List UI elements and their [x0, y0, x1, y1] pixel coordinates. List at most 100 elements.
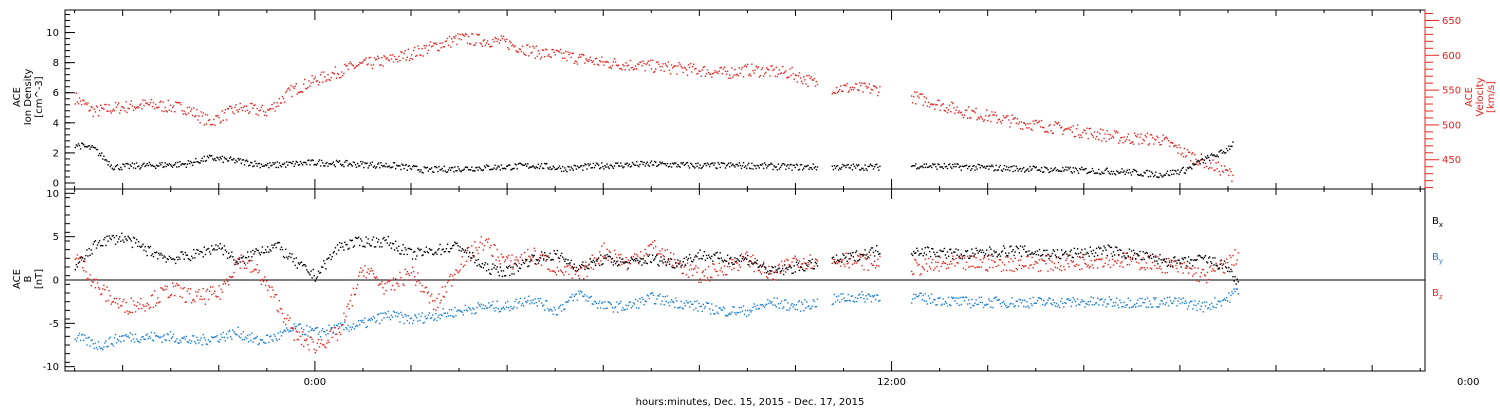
velocity-trace-point	[187, 112, 190, 114]
bx-trace-point	[235, 261, 237, 264]
velocity-trace-point	[509, 40, 511, 42]
top-right-axis-title-line2: Velocity	[1475, 77, 1486, 116]
by-trace-point	[719, 307, 721, 309]
by-trace-point	[795, 304, 798, 306]
velocity-trace-point	[553, 51, 555, 54]
velocity-trace-point	[863, 82, 865, 84]
bx-trace-point	[194, 257, 196, 259]
by-trace-point	[606, 307, 608, 309]
velocity-trace-point	[373, 57, 376, 59]
ion-density-trace-point	[1032, 165, 1034, 167]
ion-density-trace-point	[235, 159, 237, 161]
by-trace-point	[488, 302, 490, 304]
velocity-trace-point	[1031, 129, 1033, 131]
ion-density-trace-point	[87, 145, 89, 148]
bz-trace-point	[664, 249, 666, 251]
velocity-trace-point	[1204, 162, 1207, 164]
ion-density-trace-point	[949, 163, 951, 165]
ion-density-trace-point	[868, 165, 870, 167]
bx-trace-point	[157, 258, 159, 260]
by-trace-point	[351, 326, 353, 328]
bz-trace-point	[424, 287, 426, 289]
by-trace-point	[654, 303, 656, 305]
by-trace-point	[551, 310, 553, 312]
bz-trace-point	[974, 267, 976, 269]
ion-density-trace-point	[1028, 170, 1030, 172]
velocity-trace-point	[1224, 169, 1227, 171]
bz-trace-point	[390, 288, 393, 291]
bz-trace-point	[1114, 260, 1117, 262]
by-trace-point	[515, 298, 517, 300]
velocity-trace-point	[101, 107, 103, 109]
bx-trace-point	[417, 247, 419, 249]
by-trace-point	[625, 304, 627, 306]
ion-density-trace-point	[958, 166, 960, 169]
by-trace-point	[800, 301, 803, 304]
bz-trace-point	[1024, 265, 1026, 267]
by-trace-point	[763, 306, 766, 309]
by-trace-point	[1180, 298, 1182, 300]
velocity-trace-point	[269, 108, 271, 110]
ion-density-trace-point	[116, 164, 119, 166]
by-trace-point	[1139, 297, 1141, 300]
by-trace-point	[940, 304, 942, 307]
velocity-trace-point	[383, 55, 385, 57]
bz-trace-point	[128, 311, 130, 313]
velocity-trace-point	[82, 99, 84, 101]
bz-trace-point	[944, 262, 947, 264]
ion-density-trace-point	[312, 159, 314, 162]
bz-trace-point	[762, 261, 765, 263]
bx-trace-point	[635, 260, 637, 262]
bx-trace-point	[124, 236, 126, 238]
ion-density-trace-point	[672, 162, 674, 164]
bz-trace-point	[226, 280, 229, 283]
velocity-trace-point	[380, 64, 382, 66]
by-trace-point	[273, 333, 275, 336]
bx-trace-point	[432, 253, 434, 255]
by-trace-point	[317, 333, 320, 335]
bx-trace-point	[713, 253, 715, 255]
by-trace-point	[1178, 297, 1180, 299]
bx-trace-point	[543, 258, 545, 260]
ion-density-trace-point	[808, 168, 810, 170]
ion-density-trace-point	[1068, 168, 1070, 170]
ion-density-trace-point	[1210, 154, 1212, 156]
bz-trace-point	[816, 260, 819, 262]
ion-density-trace-point	[635, 164, 637, 166]
ion-density-trace-point	[647, 164, 649, 166]
bz-trace-point	[192, 299, 194, 302]
velocity-trace-point	[811, 79, 813, 81]
bz-trace-point	[608, 250, 610, 252]
ion-density-trace-point	[718, 163, 720, 165]
bz-trace-point	[832, 258, 835, 260]
bx-trace-point	[185, 254, 187, 256]
bz-trace-point	[274, 294, 276, 296]
ion-density-trace-point	[271, 164, 273, 167]
bx-trace-point	[353, 245, 356, 247]
velocity-trace-point	[486, 40, 489, 42]
ion-density-trace-point	[600, 167, 602, 169]
velocity-trace-point	[75, 92, 78, 94]
bz-trace-point	[842, 259, 844, 261]
velocity-trace-point	[651, 59, 654, 61]
bz-trace-point	[806, 268, 808, 270]
by-trace-point	[367, 319, 369, 322]
velocity-trace-point	[345, 65, 347, 67]
by-trace-point	[977, 303, 979, 305]
velocity-trace-point	[571, 52, 573, 55]
bx-trace-point	[170, 258, 173, 261]
bx-trace-point	[509, 274, 511, 277]
velocity-trace-point	[209, 124, 212, 126]
velocity-trace-point	[974, 112, 976, 114]
bx-trace-point	[533, 254, 535, 257]
by-trace-point	[377, 314, 379, 316]
velocity-trace-point	[772, 69, 774, 72]
velocity-trace-point	[1048, 125, 1050, 127]
by-trace-point	[917, 296, 919, 298]
bx-trace-point	[631, 258, 634, 260]
ion-density-trace-point	[977, 163, 979, 166]
by-trace-point	[988, 298, 990, 300]
ion-density-trace-point	[340, 163, 342, 165]
velocity-trace-point	[954, 112, 956, 114]
velocity-trace-point	[315, 80, 318, 83]
